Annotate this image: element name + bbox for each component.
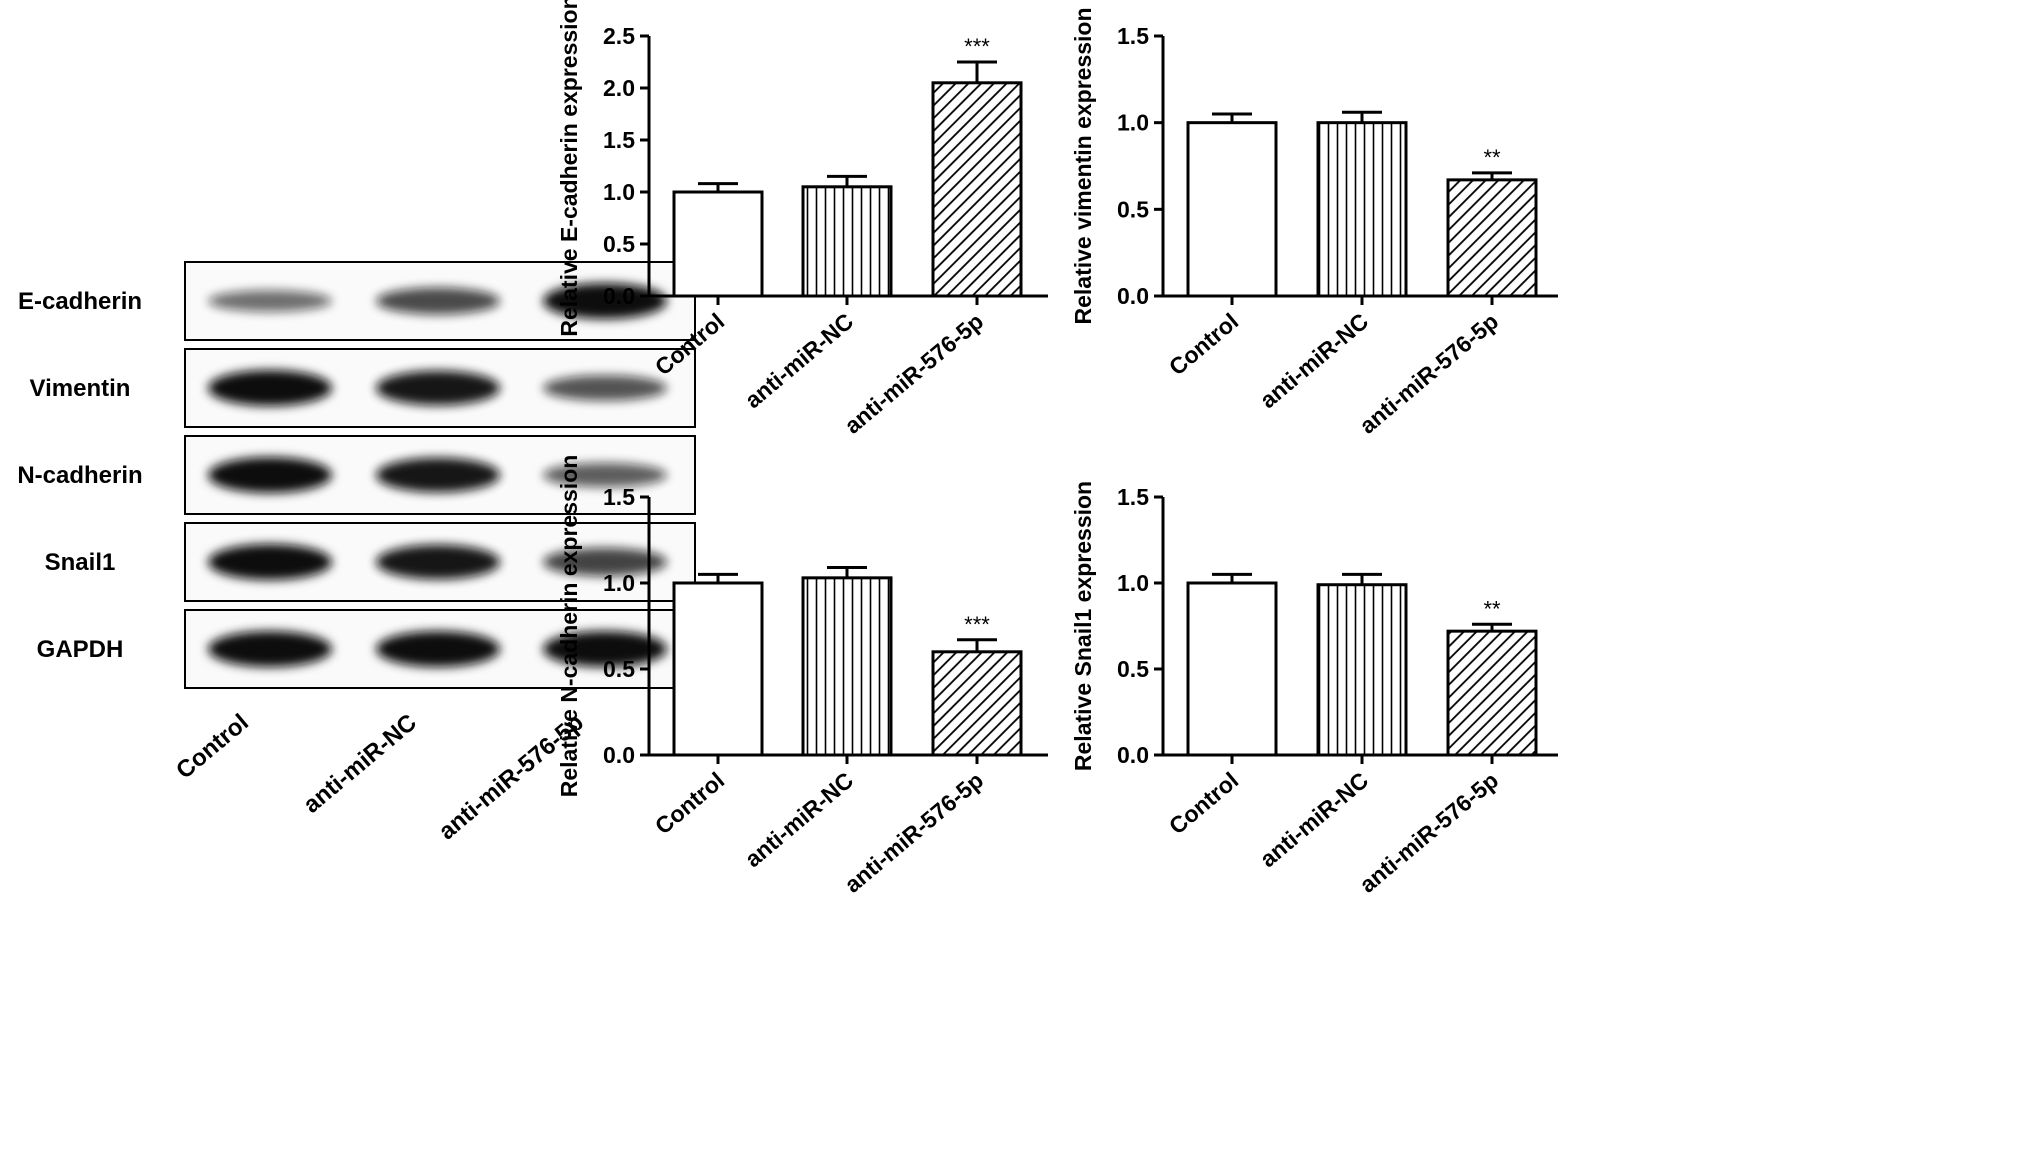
y-tick-label: 1.0 xyxy=(1117,110,1149,136)
bar-anti-mir-576-5p xyxy=(931,650,1023,757)
y-tick-label: 0.0 xyxy=(1117,742,1149,768)
band-snail1-control xyxy=(208,544,332,580)
relative-snail1-expression-y-axis-label: Relative Snail1 expression xyxy=(1070,481,1096,771)
significance-marker-anti-mir-576-5p: *** xyxy=(964,612,990,637)
bar-anti-mir-nc xyxy=(801,576,893,757)
relative-e-cadherin-expression-y-axis-label: Relative E-cadherin expression xyxy=(556,0,582,337)
vimentin-chart-svg: 0.0 0.5 1.0 1.5 Relative vimentin expression… xyxy=(1070,7,1558,439)
blot-label-e-cadherin: E-cadherin xyxy=(18,288,142,315)
e-cadherin-chart-svg: 0.0 0.5 1.0 1.5 2.0 2.5 Relative E-cadherin ex… xyxy=(556,0,1048,439)
bar-control xyxy=(1186,121,1278,298)
x-tick-label-anti-mir-nc: anti-miR-NC xyxy=(740,767,859,872)
e-cadherin-bar-chart: 0.0 0.5 1.0 1.5 2.0 2.5 Relative E-cadherin ex… xyxy=(556,0,1390,585)
bar-anti-mir-nc xyxy=(801,185,893,298)
y-tick-label: 0.5 xyxy=(1117,656,1149,682)
vimentin-bar-chart: 0.0 0.5 1.0 1.5 Relative vimentin expression… xyxy=(1070,0,2031,585)
band-n-cadherin-anti-mir-nc xyxy=(376,457,500,493)
blot-label-snail1: Snail1 xyxy=(45,549,116,576)
band-n-cadherin-anti-mir-576-5p xyxy=(543,462,667,488)
y-tick-label: 0.5 xyxy=(603,231,635,257)
y-tick-label: 0.0 xyxy=(1117,283,1149,309)
band-n-cadherin-control xyxy=(208,457,332,493)
bar-control xyxy=(1186,581,1278,757)
y-tick-label: 0.5 xyxy=(1117,196,1149,222)
blot-lane-label-anti-mir-nc: anti-miR-NC xyxy=(298,709,422,819)
western-blot-panel: E-cadherin Vimentin N-cadherin Snail1 GAPDH C… xyxy=(0,0,720,1170)
n-cadherin-chart-svg: 0.0 0.5 1.0 1.5 Relative N-cadherin expressi… xyxy=(556,455,1048,898)
bar-anti-mir-576-5p xyxy=(1446,178,1538,298)
y-tick-label: 1.5 xyxy=(603,484,635,510)
significance-marker-anti-mir-576-5p: *** xyxy=(964,34,990,59)
band-gapdh-anti-mir-576-5p xyxy=(543,631,667,667)
bar-anti-mir-nc xyxy=(1316,583,1408,757)
band-snail1-anti-mir-576-5p xyxy=(543,547,667,577)
blot-label-gapdh: GAPDH xyxy=(37,636,124,663)
band-gapdh-anti-mir-nc xyxy=(376,631,500,667)
y-tick-label: 1.5 xyxy=(1117,484,1149,510)
x-tick-label-anti-mir-576-5p: anti-miR-576-5p xyxy=(839,767,988,898)
x-tick-label-anti-mir-576-5p: anti-miR-576-5p xyxy=(839,308,988,439)
y-tick-label: 1.5 xyxy=(603,127,635,153)
western-blot-figure: E-cadherin Vimentin N-cadherin Snail1 GAPDH C… xyxy=(17,261,696,845)
y-tick-label: 2.5 xyxy=(603,23,635,49)
bar-control xyxy=(672,581,764,757)
band-snail1-anti-mir-nc xyxy=(376,544,500,580)
band-vimentin-control xyxy=(208,370,332,406)
band-vimentin-anti-mir-nc xyxy=(376,370,500,406)
relative-n-cadherin-expression-y-axis-label: Relative N-cadherin expression xyxy=(556,455,582,798)
significance-marker-anti-mir-576-5p: ** xyxy=(1483,596,1501,621)
y-tick-label: 0.0 xyxy=(603,742,635,768)
blot-lane-label-control: Control xyxy=(171,709,254,785)
significance-marker-anti-mir-576-5p: ** xyxy=(1483,145,1501,170)
band-e-cadherin-anti-mir-nc xyxy=(376,287,500,315)
band-e-cadherin-anti-mir-576-5p xyxy=(543,283,667,319)
relative-vimentin-expression-y-axis-label: Relative vimentin expression xyxy=(1070,7,1096,324)
bar-anti-mir-576-5p xyxy=(1446,629,1538,757)
blot-label-n-cadherin: N-cadherin xyxy=(17,462,142,489)
bar-anti-mir-nc xyxy=(1316,121,1408,298)
y-tick-label: 0.0 xyxy=(603,283,635,309)
y-tick-label: 0.5 xyxy=(603,656,635,682)
band-gapdh-control xyxy=(208,631,332,667)
bar-control xyxy=(672,190,764,298)
snail1-bar-chart: 0.0 0.5 1.0 1.5 Relative Snail1 expression Co… xyxy=(1070,481,2031,1170)
y-tick-label: 2.0 xyxy=(603,75,635,101)
y-tick-label: 1.0 xyxy=(603,179,635,205)
y-tick-label: 1.0 xyxy=(1117,570,1149,596)
blot-label-vimentin: Vimentin xyxy=(30,375,131,402)
y-tick-label: 1.5 xyxy=(1117,23,1149,49)
y-tick-label: 1.0 xyxy=(603,570,635,596)
x-tick-label-anti-mir-nc: anti-miR-NC xyxy=(740,308,859,413)
bar-anti-mir-576-5p xyxy=(931,81,1023,298)
band-e-cadherin-control xyxy=(208,290,332,312)
n-cadherin-bar-chart: 0.0 0.5 1.0 1.5 Relative N-cadherin expressi… xyxy=(556,455,1390,1170)
band-vimentin-anti-mir-576-5p xyxy=(543,375,667,401)
